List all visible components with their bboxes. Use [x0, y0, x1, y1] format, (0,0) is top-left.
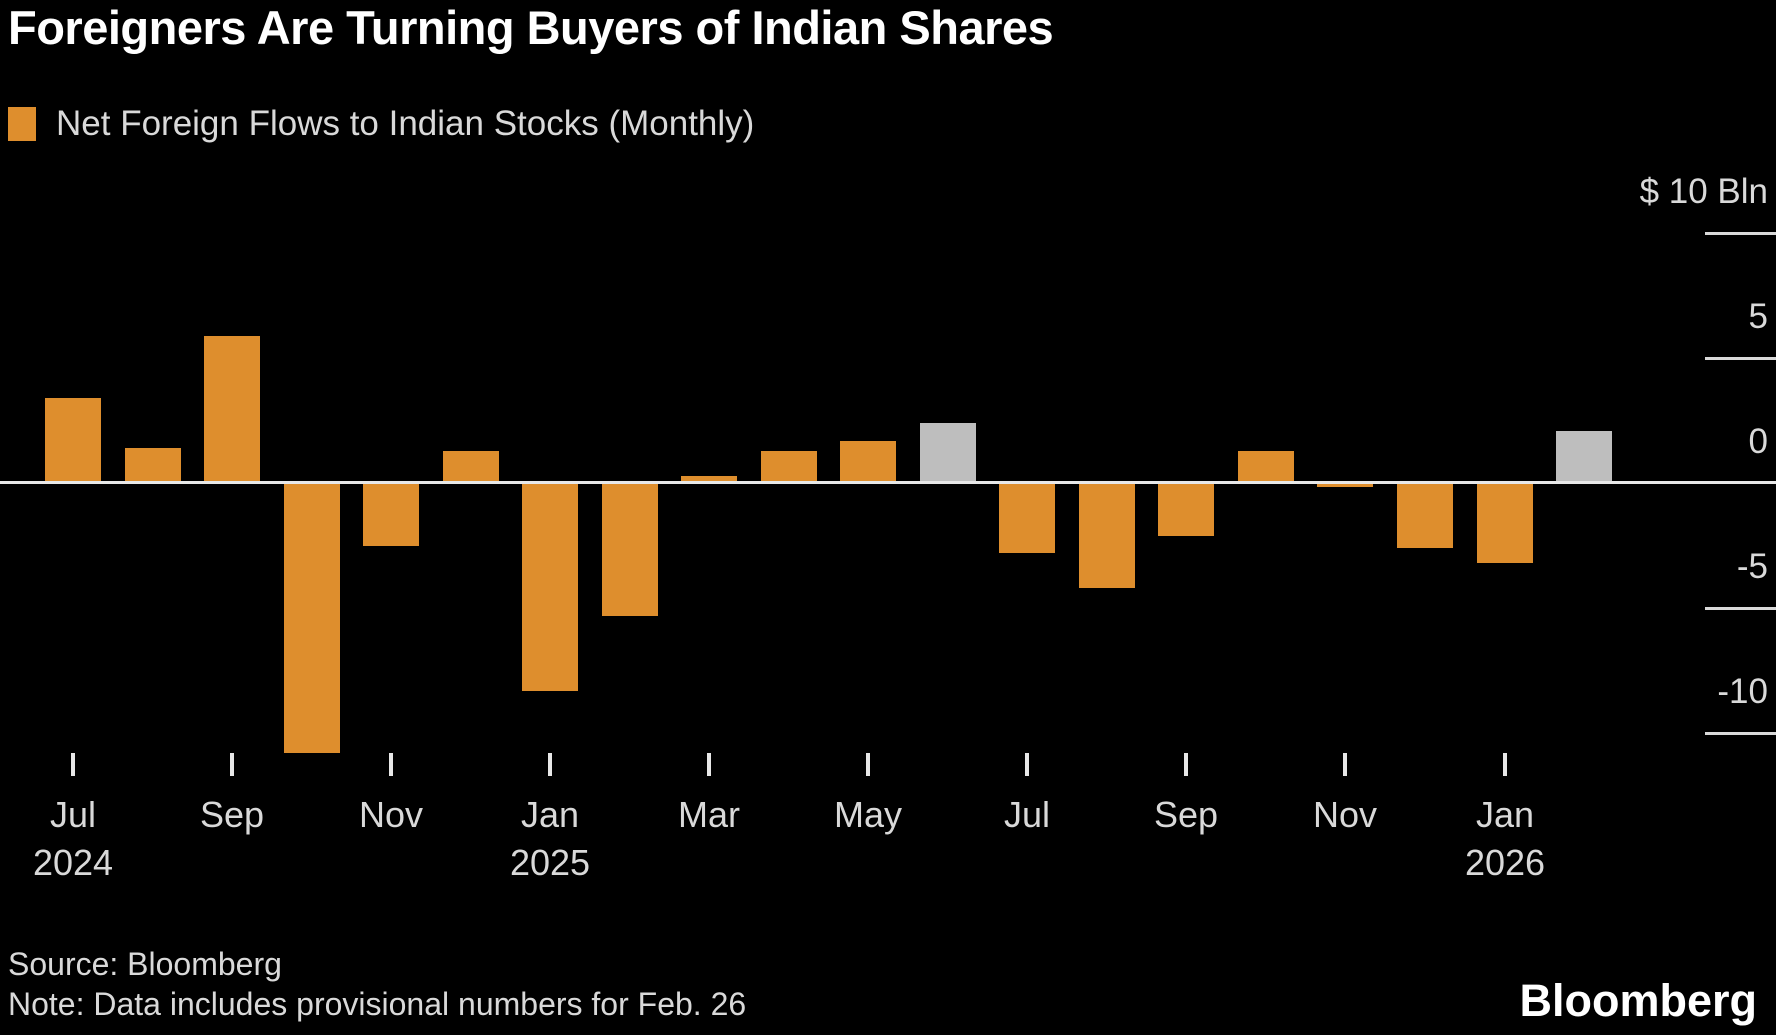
x-tick-month-label: Jul	[49, 794, 97, 835]
bar-sep-2024	[204, 335, 260, 484]
bar-jul-2025	[999, 483, 1055, 553]
legend: Net Foreign Flows to Indian Stocks (Mont…	[8, 104, 754, 144]
bar-oct-2025	[1238, 450, 1294, 484]
y-tick-label-5: 5	[1748, 297, 1768, 336]
bar-jan-2026	[1477, 483, 1533, 563]
x-tick-line-mar	[707, 753, 711, 776]
x-tick-month-label: Jan	[520, 794, 580, 835]
x-tick-year-label: 2025	[509, 842, 591, 883]
x-tick-month-label: Sep	[1153, 794, 1219, 835]
x-tick-month-label: Nov	[1312, 794, 1378, 835]
bar-aug-2024	[125, 448, 181, 483]
bar-sep-2025	[1158, 483, 1214, 536]
x-tick-line-jan2025	[548, 753, 552, 776]
bar-feb-2025	[602, 483, 658, 616]
y-tick-line--10	[1705, 732, 1776, 735]
note-text: Note: Data includes provisional numbers …	[8, 986, 747, 1022]
y-tick-line--5	[1705, 607, 1776, 610]
x-tick-line-nov	[389, 753, 393, 776]
y-tick-label-0: 0	[1748, 422, 1768, 461]
y-tick-label-10: $ 10 Bln	[1639, 172, 1768, 211]
x-tick-line-jan2026	[1503, 753, 1507, 776]
bar-feb-2026	[1556, 430, 1612, 484]
bar-dec-2024	[443, 450, 499, 484]
x-tick-line-sep	[1184, 753, 1188, 776]
bar-aug-2025	[1079, 483, 1135, 588]
x-tick-month-label: Sep	[199, 794, 265, 835]
bar-chart-plot-area	[0, 150, 1776, 790]
zero-axis-line	[0, 481, 1776, 484]
bar-nov-2025	[1317, 483, 1373, 487]
bar-jul-2024	[45, 398, 101, 483]
x-tick-month-label: Jan	[1475, 794, 1535, 835]
x-tick-year-label: 2024	[32, 842, 114, 883]
x-tick-year-label: 2026	[1464, 842, 1546, 883]
chart-title: Foreigners Are Turning Buyers of Indian …	[8, 1, 1054, 54]
y-tick-label--5: -5	[1736, 547, 1768, 586]
x-tick-line-may	[866, 753, 870, 776]
y-tick-label--10: -10	[1717, 672, 1768, 711]
bar-oct-2024	[284, 483, 340, 753]
x-tick-line-jul2024	[71, 753, 75, 776]
bar-may-2025	[840, 440, 896, 484]
legend-label: Net Foreign Flows to Indian Stocks (Mont…	[56, 104, 755, 143]
x-tick-month-label: Nov	[358, 794, 424, 835]
bar-apr-2025	[761, 450, 817, 484]
bar-nov-2024	[363, 483, 419, 546]
y-tick-line-10	[1705, 232, 1776, 235]
x-tick-month-label: Jul	[1003, 794, 1051, 835]
bar-jan-2025	[522, 483, 578, 691]
bloomberg-logo: Bloomberg	[1519, 975, 1757, 1026]
legend-swatch-icon	[8, 107, 36, 141]
bar-jun-2025	[920, 423, 976, 483]
x-tick-month-label: May	[833, 794, 902, 835]
x-tick-month-label: Mar	[678, 794, 740, 835]
x-tick-line-nov	[1343, 753, 1347, 776]
bar-mar-2025	[681, 475, 737, 484]
source-text: Source: Bloomberg	[8, 946, 282, 982]
x-tick-line-sep	[230, 753, 234, 776]
y-tick-line-5	[1705, 357, 1776, 360]
x-tick-line-jul	[1025, 753, 1029, 776]
bar-dec-2025	[1397, 483, 1453, 548]
